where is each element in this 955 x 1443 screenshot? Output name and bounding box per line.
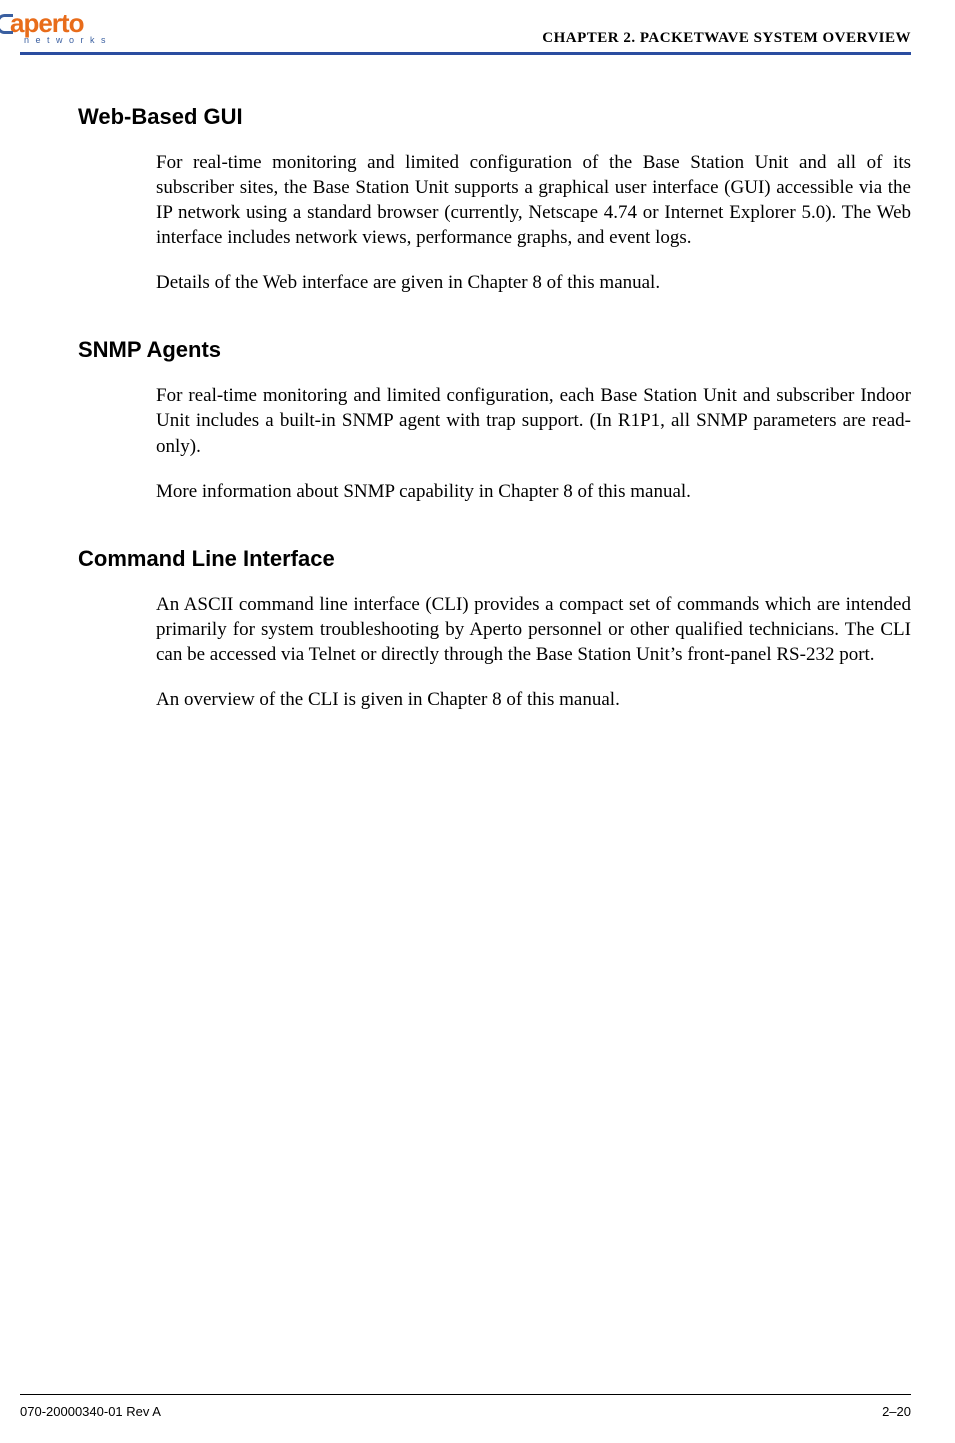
body-para: Details of the Web interface are given i…: [156, 270, 911, 295]
footer-doc-number: 070-20000340-01 Rev A: [20, 1404, 161, 1419]
section-snmp-agents: SNMP Agents For real-time monitoring and…: [78, 337, 911, 503]
body-para: More information about SNMP capability i…: [156, 479, 911, 504]
logo-main-text: aperto: [10, 8, 83, 39]
logo: aperto n e t w o r k s: [10, 8, 108, 45]
footer-rule: [20, 1394, 911, 1395]
heading-web-gui: Web-Based GUI: [78, 104, 911, 130]
page-content: Web-Based GUI For real-time monitoring a…: [78, 104, 911, 754]
section-cli: Command Line Interface An ASCII command …: [78, 546, 911, 712]
document-page: aperto n e t w o r k s CHAPTER 2. PACKET…: [0, 0, 955, 1443]
body-para: An overview of the CLI is given in Chapt…: [156, 687, 911, 712]
chapter-header: CHAPTER 2. PACKETWAVE SYSTEM OVERVIEW: [542, 30, 911, 47]
body-para: For real-time monitoring and limited con…: [156, 383, 911, 458]
body-para: For real-time monitoring and limited con…: [156, 150, 911, 250]
heading-snmp-agents: SNMP Agents: [78, 337, 911, 363]
heading-cli: Command Line Interface: [78, 546, 911, 572]
section-web-gui: Web-Based GUI For real-time monitoring a…: [78, 104, 911, 295]
footer-page-number: 2–20: [882, 1404, 911, 1419]
body-para: An ASCII command line interface (CLI) pr…: [156, 592, 911, 667]
header-rule: [20, 52, 911, 55]
